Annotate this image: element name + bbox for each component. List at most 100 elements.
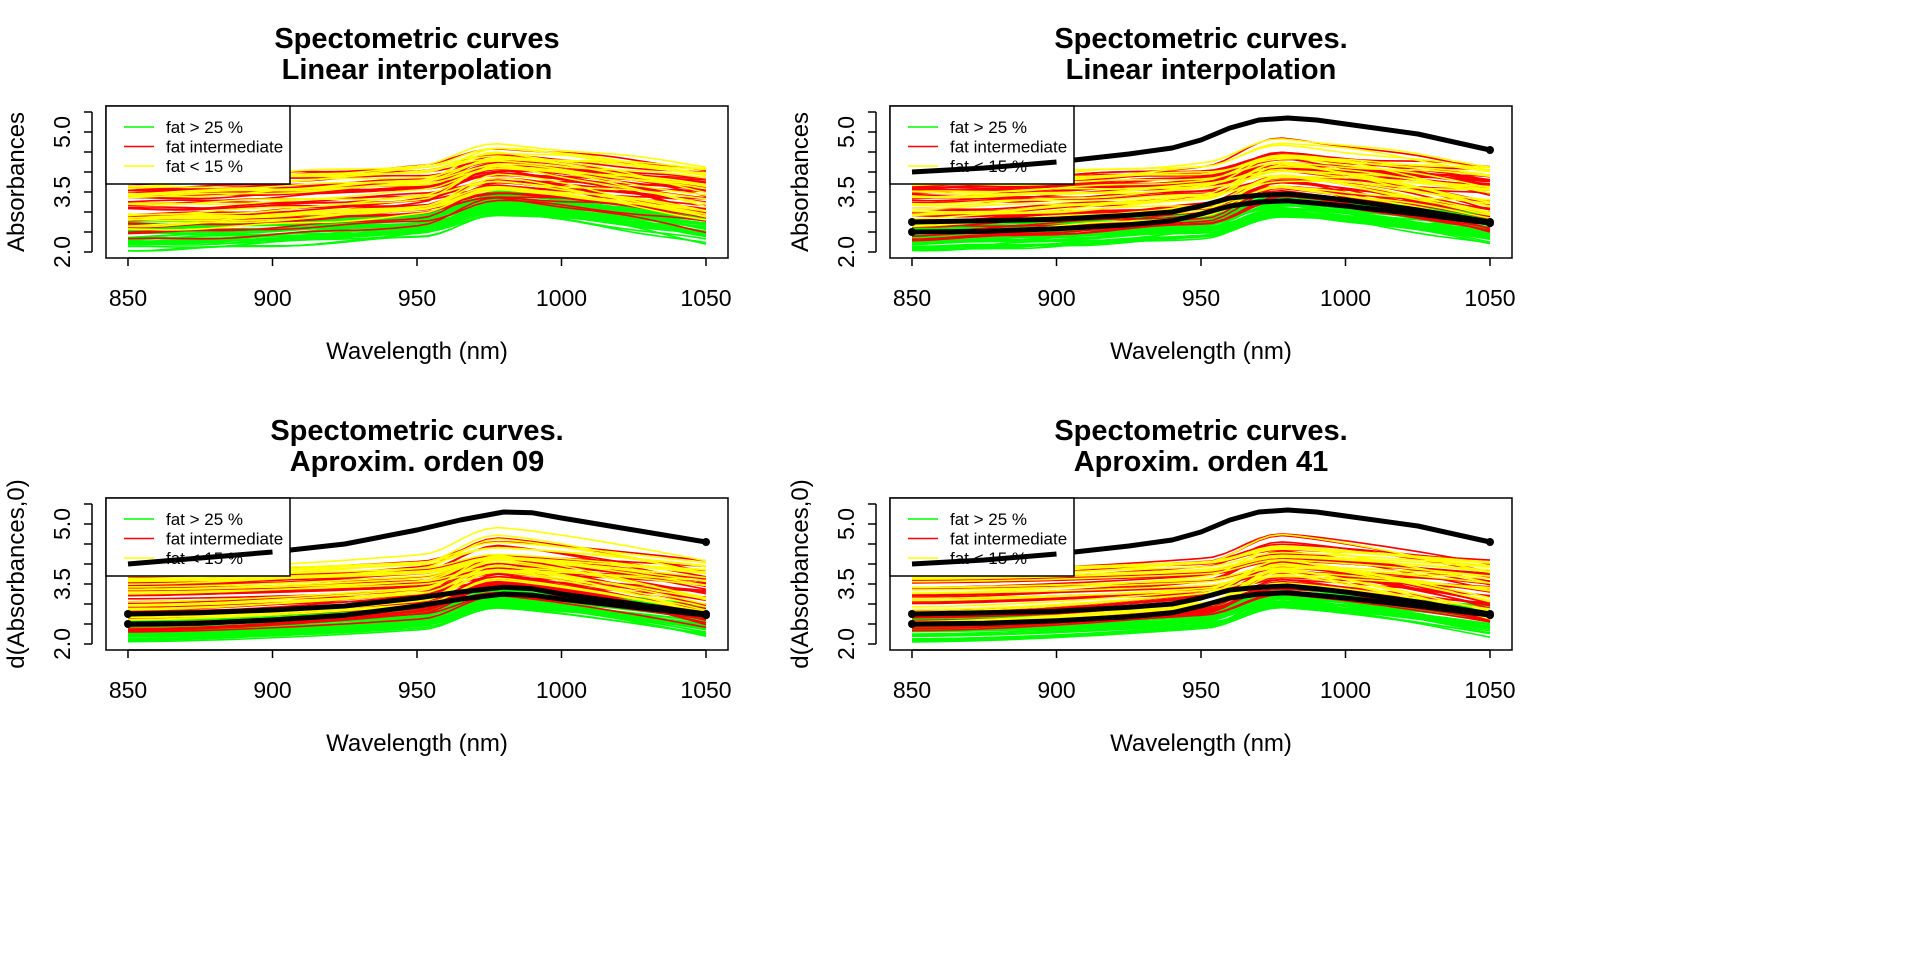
spectrum-curve	[911, 209, 1491, 243]
spectrum-curve	[912, 558, 1491, 583]
legend-box	[105, 105, 291, 185]
x-axis-label: Wavelength (nm)	[326, 730, 508, 757]
highlight-end-point	[702, 538, 710, 546]
spectrum-curve	[911, 176, 1491, 210]
curves-layer	[127, 142, 707, 252]
highlight-start-point	[908, 610, 916, 618]
y-tick-label: 2.0	[49, 628, 75, 660]
x-tick-label: 1050	[1464, 677, 1515, 703]
spectrum-curve	[911, 195, 1491, 241]
spectrum-curve	[127, 196, 707, 240]
x-axis-label: Wavelength (nm)	[1110, 338, 1292, 365]
x-tick-label: 900	[253, 677, 291, 703]
curve-family-3	[127, 142, 707, 231]
highlight-curve-3	[911, 198, 1491, 235]
spectrum-curve	[128, 597, 707, 634]
spectrum-curve	[127, 188, 707, 219]
spectrum-curve	[911, 208, 1491, 242]
spectrum-curve	[911, 167, 1491, 192]
spectrum-curve	[127, 199, 707, 235]
x-tick-label: 900	[1037, 285, 1075, 311]
spectrum-curve	[127, 594, 707, 633]
spectrum-curve	[911, 179, 1491, 204]
legend-entry: fat > 25 %	[950, 118, 1027, 137]
spectrum-curve	[128, 568, 707, 607]
spectrum-curve	[912, 564, 1491, 589]
y-axis-label: Absorbances	[787, 112, 814, 252]
highlight-curve-overlap	[911, 159, 1057, 175]
spectrum-curve	[127, 165, 707, 216]
x-tick-label: 1000	[536, 285, 587, 311]
chart-panel-4: Spectometric curves.Aproxim. orden 41 850…	[787, 415, 1516, 757]
y-tick-label: 2.0	[49, 236, 75, 268]
curve-family-3	[911, 138, 1491, 232]
y-tick-label: 2.0	[833, 628, 859, 660]
chart-title-line-1: Spectometric curves.	[1054, 415, 1347, 447]
x-tick-label: 950	[1182, 677, 1220, 703]
spectrum-curve	[128, 185, 707, 220]
y-tick-label: 5.0	[49, 116, 75, 148]
legend-entry: fat > 25 %	[950, 510, 1027, 529]
spectrum-curve	[127, 212, 707, 252]
x-tick-label: 850	[893, 285, 931, 311]
y-tick-label: 5.0	[833, 116, 859, 148]
highlight-end-point	[1486, 611, 1494, 620]
spectrum-curve	[911, 606, 1491, 633]
spectrum-curve	[128, 572, 707, 608]
spectrum-curve	[127, 156, 707, 195]
chart-title-line-1: Spectometric curves.	[270, 415, 563, 447]
spectrum-curve	[127, 167, 707, 206]
spectrum-curve	[127, 186, 707, 233]
x-tick-label: 1050	[680, 677, 731, 703]
spectrum-curve	[911, 154, 1491, 207]
x-tick-label: 1000	[1320, 285, 1371, 311]
y-tick-label: 2.0	[833, 236, 859, 268]
highlight-end-point	[1486, 146, 1494, 154]
spectrum-curve	[128, 557, 707, 591]
spectrum-curve	[127, 164, 707, 190]
highlight-start-point	[908, 218, 916, 226]
x-axis-label: Wavelength (nm)	[1110, 730, 1292, 757]
curves-layer	[908, 507, 1494, 643]
curves-layer	[124, 509, 710, 643]
highlight-start-point	[908, 228, 916, 236]
legend-entry: fat intermediate	[950, 530, 1067, 549]
spectrum-curve	[912, 567, 1491, 591]
spectrum-curve	[128, 569, 707, 593]
spectrum-curve	[127, 176, 707, 227]
x-tick-label: 850	[109, 285, 147, 311]
highlight-curve-overlap	[911, 551, 1057, 567]
x-tick-label: 850	[893, 677, 931, 703]
spectrum-curve	[127, 558, 707, 583]
highlight-curve-2	[911, 583, 1491, 617]
spectrum-curve	[128, 561, 707, 603]
legend-entry: fat intermediate	[166, 530, 283, 549]
y-tick-label: 3.5	[49, 176, 75, 208]
highlight-end-point	[702, 611, 710, 620]
spectrum-curve	[127, 556, 707, 595]
chart-title-line-2: Linear interpolation	[1066, 54, 1337, 86]
chart-title-line-2: Aproxim. orden 41	[1074, 446, 1329, 478]
chart-title-line-2: Aproxim. orden 09	[290, 446, 545, 478]
x-tick-label: 950	[398, 285, 436, 311]
spectrum-curve	[127, 165, 707, 217]
highlight-curve-2	[127, 584, 707, 617]
spectrum-curve	[911, 602, 1491, 643]
curves-layer	[908, 115, 1494, 252]
spectrum-curve	[911, 597, 1491, 635]
spectrum-curve	[911, 558, 1491, 613]
chart-panel-2: Spectometric curves.Linear interpolation…	[787, 23, 1516, 365]
highlight-start-point	[124, 610, 132, 618]
x-tick-label: 950	[1182, 285, 1220, 311]
x-tick-label: 1000	[1320, 677, 1371, 703]
legend-entry: fat > 25 %	[166, 510, 243, 529]
spectrum-curve	[912, 210, 1491, 250]
chart-title-line-1: Spectometric curves.	[1054, 23, 1347, 55]
highlight-curve-2	[911, 191, 1491, 225]
legend-entry: fat < 15 %	[166, 157, 243, 176]
legend-entry: fat intermediate	[950, 138, 1067, 157]
spectrum-curve	[912, 168, 1491, 214]
spectrum-curve	[127, 603, 707, 636]
